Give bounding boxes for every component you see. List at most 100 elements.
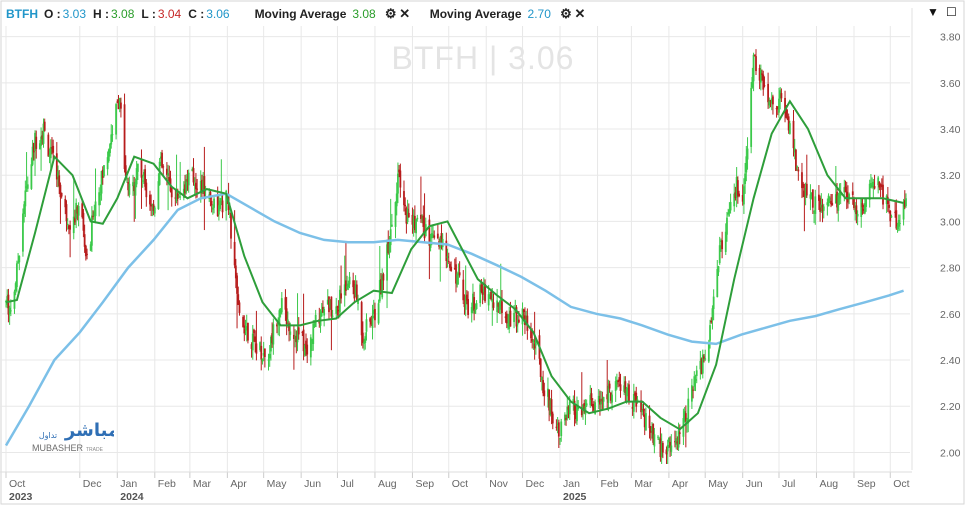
- candle: [624, 376, 627, 403]
- candle-body: [22, 213, 24, 252]
- candle-body: [521, 308, 524, 325]
- candle-body: [236, 275, 238, 294]
- candle-body: [826, 202, 829, 206]
- candle: [733, 183, 736, 212]
- candle: [618, 371, 621, 387]
- candle-body: [614, 381, 617, 391]
- candle: [261, 358, 264, 365]
- candle: [23, 201, 26, 223]
- candle-body: [40, 136, 42, 146]
- candle-body: [735, 176, 738, 198]
- candle: [361, 321, 364, 349]
- candle: [329, 299, 332, 310]
- candle-body: [352, 280, 355, 288]
- candle-body: [804, 188, 807, 198]
- y-tick-label: 3.60: [940, 78, 961, 90]
- candle-body: [445, 240, 448, 261]
- candle-body: [482, 286, 485, 293]
- candle: [804, 182, 807, 206]
- candle: [348, 272, 351, 289]
- candle: [455, 257, 457, 293]
- candle-body: [355, 284, 358, 301]
- gear-icon[interactable]: ⚙: [384, 6, 397, 21]
- candle: [123, 93, 126, 173]
- close-icon[interactable]: ✕: [574, 6, 586, 21]
- candle-body: [297, 327, 300, 335]
- candle: [133, 176, 136, 222]
- candle-body: [7, 294, 10, 315]
- candle: [151, 203, 154, 217]
- candle: [721, 231, 724, 259]
- symbol-label[interactable]: BTFH: [6, 7, 38, 21]
- candle: [801, 162, 803, 199]
- triangle-down-icon[interactable]: ▼: [927, 5, 939, 19]
- candle-body: [115, 104, 117, 135]
- candle-body: [530, 329, 532, 339]
- candle: [543, 382, 546, 406]
- candle: [243, 315, 246, 342]
- candle-body: [412, 215, 415, 229]
- candle: [675, 430, 678, 450]
- candle-body: [303, 345, 306, 356]
- candle-body: [111, 134, 114, 136]
- candle: [326, 289, 329, 305]
- gear-icon[interactable]: ⚙: [560, 6, 572, 21]
- candle-body: [354, 284, 357, 296]
- candle-body: [72, 216, 75, 234]
- candle: [574, 404, 577, 424]
- candle-body: [631, 406, 634, 409]
- candle: [271, 322, 274, 348]
- close-icon[interactable]: ✕: [399, 6, 411, 21]
- candle: [856, 210, 859, 226]
- candle: [658, 436, 661, 445]
- candle-body: [399, 170, 402, 188]
- candle-body: [32, 143, 35, 153]
- candle-body: [752, 54, 755, 82]
- candle: [387, 230, 390, 255]
- candle: [470, 302, 473, 323]
- candle-body: [193, 184, 196, 186]
- candle: [792, 109, 795, 157]
- candle: [354, 275, 357, 298]
- candle: [497, 302, 500, 314]
- candle-body: [780, 93, 783, 99]
- square-icon[interactable]: ☐: [946, 5, 957, 19]
- candle: [678, 424, 681, 445]
- candle-body: [55, 153, 58, 180]
- candle: [606, 359, 609, 411]
- candle-body: [888, 204, 890, 208]
- candle-body: [699, 360, 702, 370]
- candle: [77, 202, 80, 227]
- candle: [803, 183, 806, 232]
- candle-body: [145, 182, 148, 198]
- candle: [878, 181, 881, 191]
- candle-body: [196, 188, 199, 190]
- candle: [69, 220, 72, 258]
- candle: [498, 300, 501, 314]
- candle-body: [498, 301, 501, 310]
- candle: [386, 239, 388, 309]
- candle-body: [589, 394, 592, 406]
- candle-body: [902, 203, 905, 220]
- candle-body: [751, 77, 754, 88]
- candle: [784, 90, 786, 123]
- candle-body: [772, 96, 774, 105]
- candle-body: [326, 299, 329, 305]
- candle: [312, 319, 315, 351]
- candle-body: [880, 184, 883, 188]
- candle: [540, 376, 543, 391]
- candle-body: [69, 225, 72, 230]
- candle-body: [158, 161, 161, 185]
- candle-body: [762, 74, 765, 90]
- candle: [690, 378, 693, 410]
- candle: [580, 372, 583, 418]
- candle-body: [686, 418, 688, 424]
- candle: [330, 296, 333, 351]
- candle-body: [836, 191, 838, 208]
- candle-body: [473, 297, 476, 311]
- candle-body: [220, 198, 223, 201]
- candle-body: [750, 87, 753, 147]
- candle-body: [428, 219, 431, 246]
- candle-body: [470, 307, 473, 313]
